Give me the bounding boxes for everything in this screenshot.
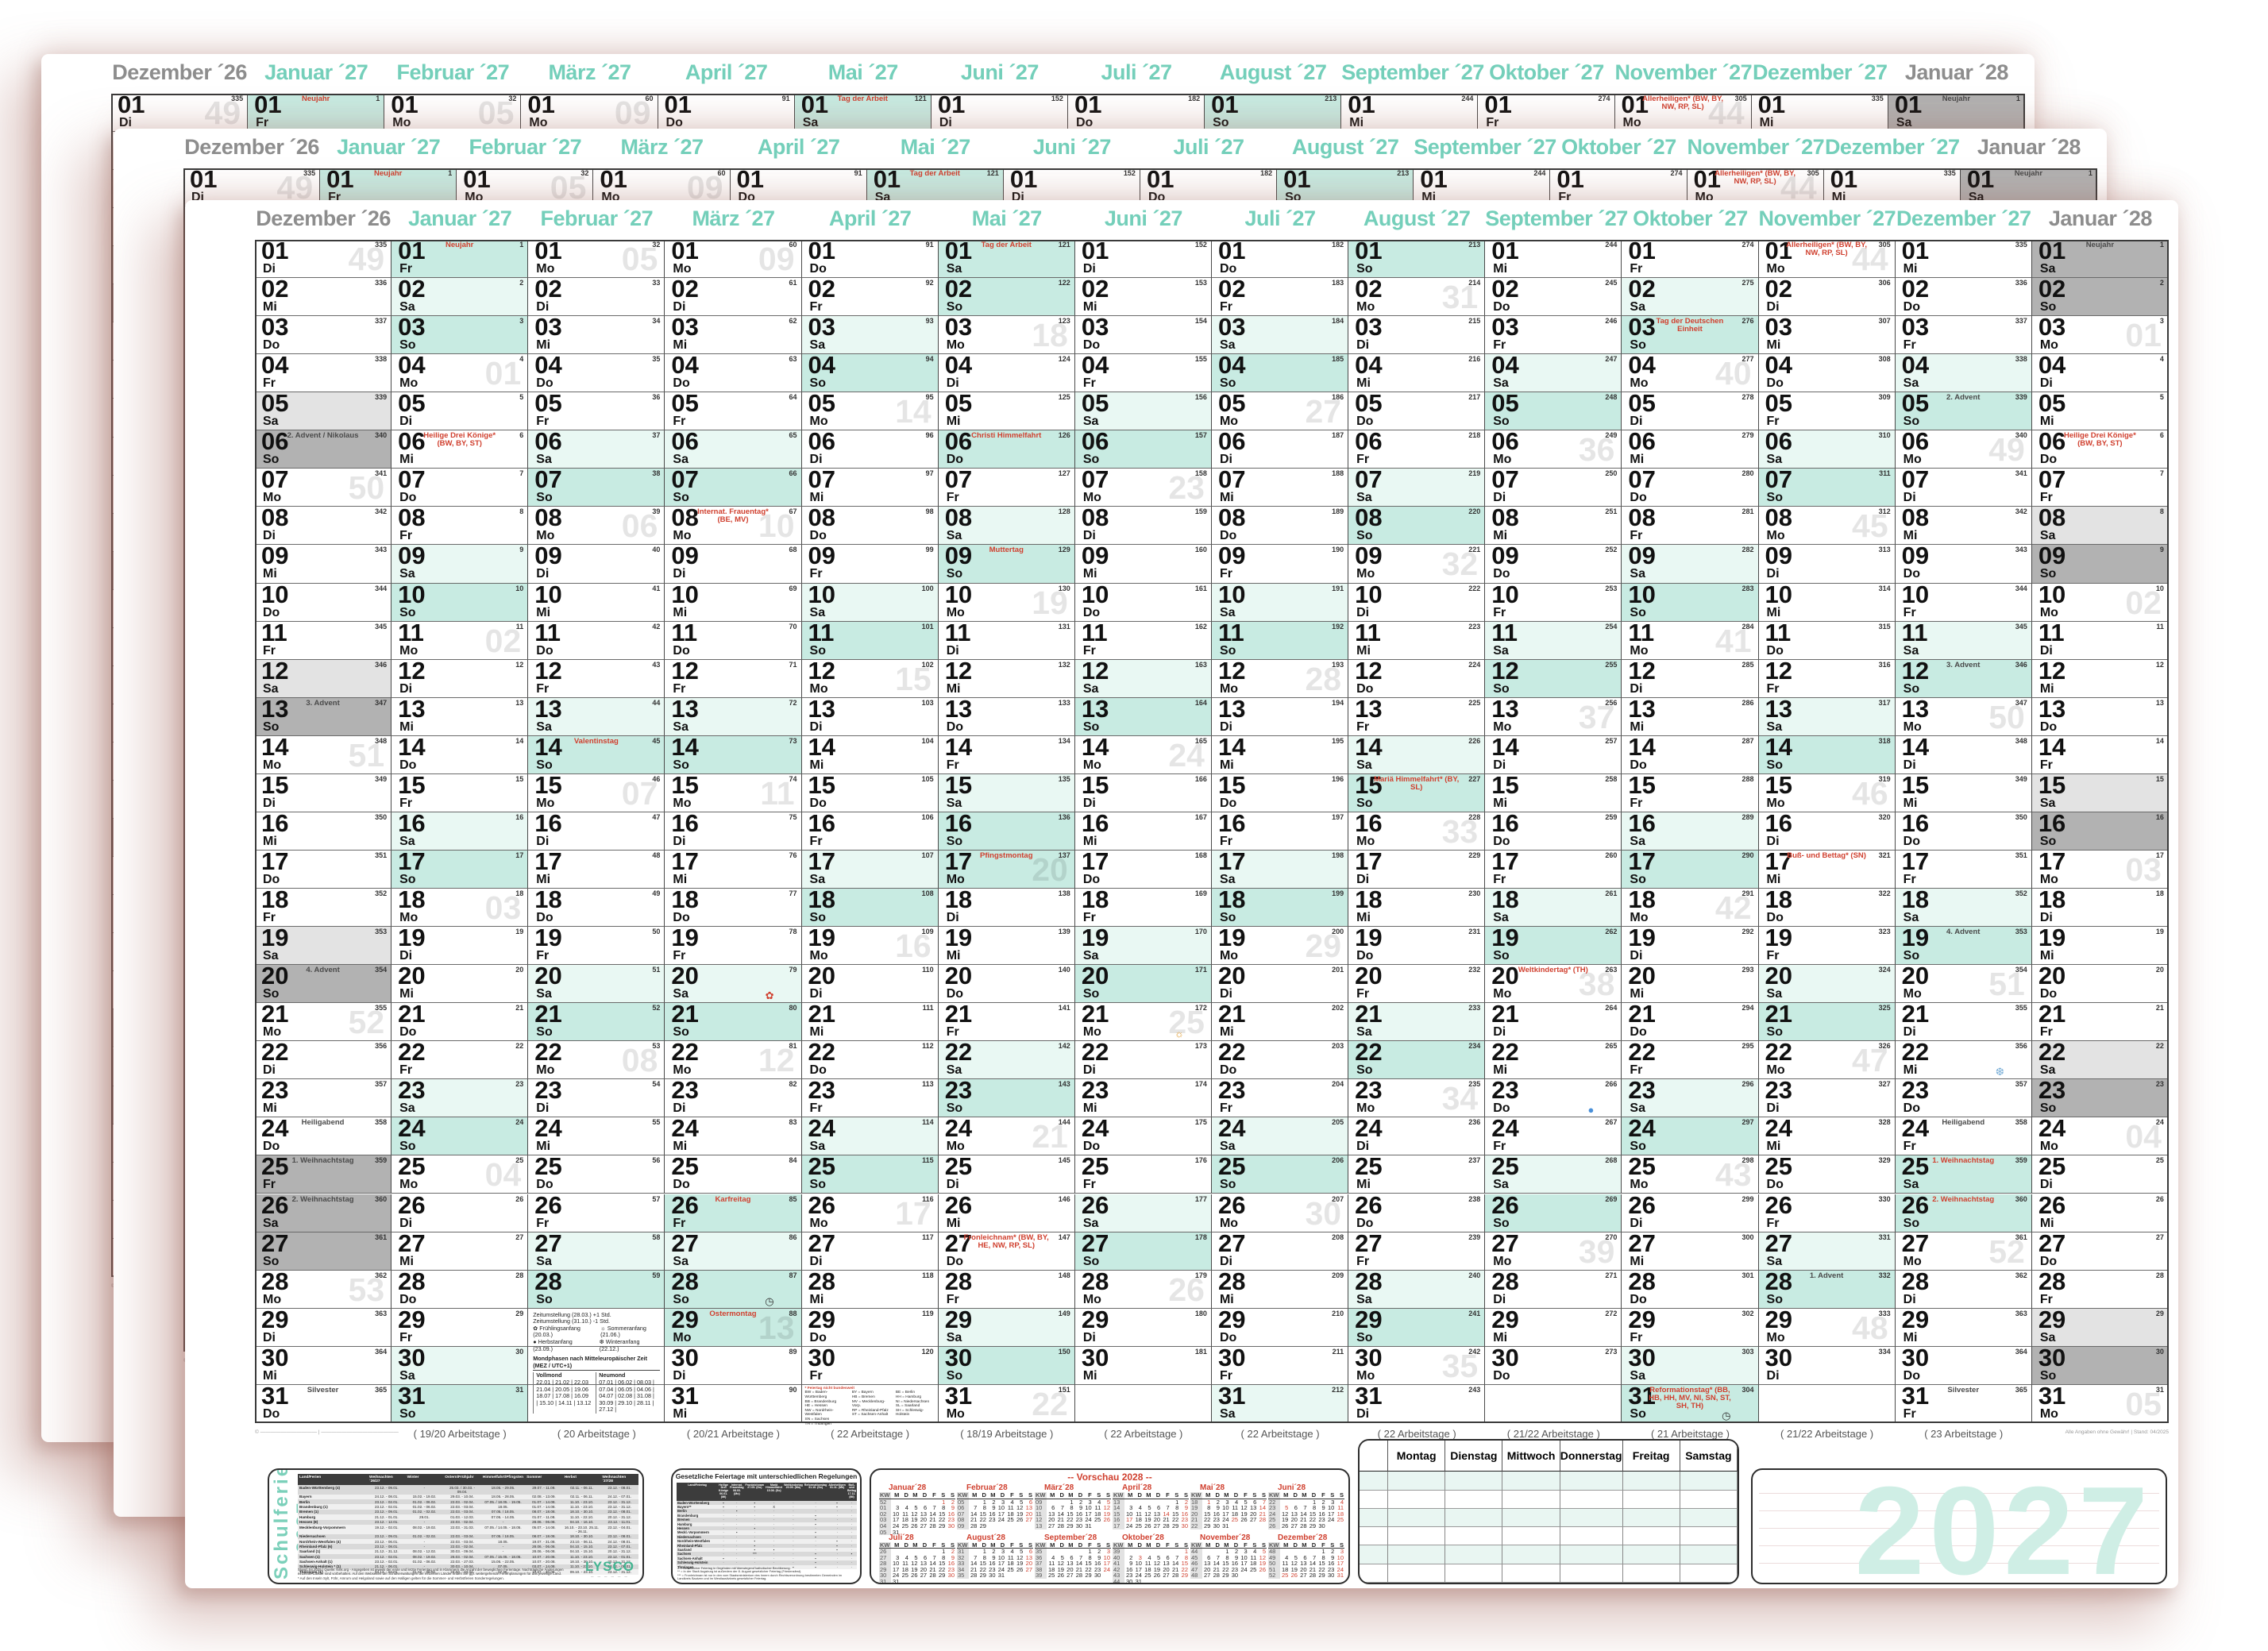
month-header: August ´27 xyxy=(1205,60,1341,89)
week-number: 49 xyxy=(205,95,241,131)
month-header: März ´27 xyxy=(593,135,730,164)
month-header: Dezember ´26 xyxy=(183,135,320,164)
month-header: Dezember ´26 xyxy=(111,60,248,89)
day-number: 01 xyxy=(254,94,281,118)
day-of-week: Di xyxy=(119,116,132,129)
month-header: März ´27 xyxy=(521,60,658,89)
month-header: Januar ´28 xyxy=(1961,135,2097,164)
month-header: Dezember ´27 xyxy=(1824,135,1961,164)
day-number: 01 xyxy=(118,94,145,118)
day-of-week: Fr xyxy=(256,116,268,129)
month-header: September ´27 xyxy=(1341,60,1484,89)
month-header: November ´27 xyxy=(1615,60,1753,89)
day-of-year: 1 xyxy=(376,95,380,102)
month-header: April ´27 xyxy=(658,60,795,89)
month-header: Oktober ´27 xyxy=(1478,60,1614,89)
month-header: Juni ´27 xyxy=(1004,135,1140,164)
month-header: Februar ´27 xyxy=(457,135,593,164)
month-header: Dezember ´27 xyxy=(1752,60,1888,89)
month-header: Januar ´27 xyxy=(320,135,457,164)
month-header: Januar ´27 xyxy=(248,60,384,89)
month-header: Juni ´27 xyxy=(932,60,1068,89)
month-header: Mai ´27 xyxy=(795,60,932,89)
month-header: August ´27 xyxy=(1277,135,1414,164)
month-header: Juli ´27 xyxy=(1140,135,1277,164)
day-cell: 49 01 Di 335 xyxy=(111,94,249,133)
month-header: Januar ´28 xyxy=(1888,60,2025,89)
day-of-year: 335 xyxy=(231,95,243,102)
holiday-note: Neujahr xyxy=(272,95,360,103)
month-header: November ´27 xyxy=(1688,135,1825,164)
month-header: Oktober ´27 xyxy=(1550,135,1687,164)
day-cell: 01 Fr 1 Neujahr xyxy=(248,94,385,133)
month-header: September ´27 xyxy=(1414,135,1556,164)
month-header: April ´27 xyxy=(731,135,867,164)
month-header: Mai ´27 xyxy=(867,135,1004,164)
month-header: Februar ´27 xyxy=(384,60,521,89)
month-header: Juli ´27 xyxy=(1068,60,1205,89)
